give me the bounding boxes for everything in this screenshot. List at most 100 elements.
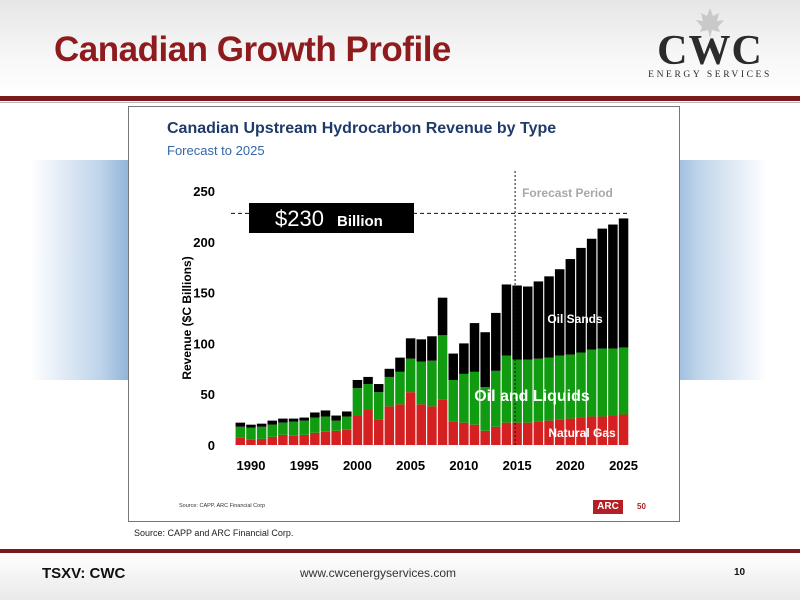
bar-segment xyxy=(320,416,331,432)
bar-segment xyxy=(395,404,405,445)
bar-segment xyxy=(576,417,586,445)
bar-segment xyxy=(618,414,629,445)
bar-segment xyxy=(384,368,395,377)
bar-segment xyxy=(395,371,405,405)
bar-segment xyxy=(597,416,608,445)
oil-and-liquids-label: Oil and Liquids xyxy=(474,388,590,405)
header-band xyxy=(0,0,800,96)
bar-segment xyxy=(331,415,341,421)
bar-segment xyxy=(512,359,522,423)
x-tick-label: 2010 xyxy=(449,458,478,473)
x-tick-label: 2020 xyxy=(556,458,585,473)
x-tick-label: 1995 xyxy=(290,458,319,473)
bar-segment xyxy=(512,422,522,445)
bar-segment xyxy=(427,360,437,407)
bar-segment xyxy=(448,379,458,422)
website-url[interactable]: www.cwcenergyservices.com xyxy=(300,566,457,580)
bar-segment xyxy=(565,259,576,355)
bar-segment xyxy=(469,371,480,425)
bar-segment xyxy=(373,384,384,393)
bar-segment xyxy=(533,358,544,422)
decorative-side-image-left xyxy=(30,160,130,380)
bar-segment xyxy=(469,424,480,445)
bar-segment xyxy=(246,439,256,445)
bar-segment xyxy=(405,358,416,393)
footer-band xyxy=(0,553,800,600)
oil-sands-label: Oil Sands xyxy=(547,312,603,326)
bar-segment xyxy=(469,323,480,372)
bar-segment xyxy=(459,422,469,445)
decorative-side-image-right xyxy=(668,160,768,380)
chart-plot: 0 50 100 150 200 250 1990 1995 2000 2005 2010 2015 2… xyxy=(180,171,638,473)
bar-segment xyxy=(267,420,278,425)
bar-segment xyxy=(405,392,416,445)
bar-segment xyxy=(256,426,267,439)
bar-segment xyxy=(554,269,565,356)
bar-segment xyxy=(235,437,246,445)
bar-segment xyxy=(565,354,576,419)
y-tick-label: 150 xyxy=(193,286,215,301)
header-rule xyxy=(0,96,800,101)
bar-segment xyxy=(565,418,576,445)
footer-rule xyxy=(0,549,800,553)
bar-segment xyxy=(554,419,565,445)
y-tick-label: 200 xyxy=(193,235,215,250)
y-axis-label: Revenue ($C Billions) xyxy=(180,256,194,379)
bar-segment xyxy=(522,359,533,423)
bar-segment xyxy=(256,423,267,427)
bar-segment xyxy=(363,384,373,410)
x-tick-label: 2025 xyxy=(609,458,638,473)
bar-segment xyxy=(342,429,352,445)
bar-segment xyxy=(576,247,586,353)
callout-box xyxy=(249,203,414,233)
bar-segment xyxy=(416,404,427,445)
slide-title: Canadian Growth Profile xyxy=(54,30,451,69)
bar-segment xyxy=(299,434,309,445)
bar-segment xyxy=(597,228,608,349)
bar-segment xyxy=(522,422,533,445)
bar-segment xyxy=(395,357,405,372)
bar-segment xyxy=(459,343,469,374)
bar-segment xyxy=(491,426,501,445)
bar-segment xyxy=(522,286,533,360)
bar-segment xyxy=(331,420,341,431)
bar-segment xyxy=(437,297,448,336)
bar-segment xyxy=(427,336,437,361)
bar-segment xyxy=(267,436,278,445)
bar-segment xyxy=(533,421,544,445)
bar-segment xyxy=(384,406,395,445)
bar-segment xyxy=(491,370,501,427)
header-rule-thin xyxy=(0,102,800,103)
page-number: 10 xyxy=(734,567,746,578)
bar-segment xyxy=(278,418,288,423)
bar-segment xyxy=(533,281,544,359)
bar-segment xyxy=(342,411,352,417)
bar-segment xyxy=(373,392,384,420)
bar-segment xyxy=(618,218,629,348)
callout-unit: Billion xyxy=(337,213,383,230)
x-tick-label: 2000 xyxy=(343,458,372,473)
bar-segment xyxy=(437,399,448,445)
maple-leaf-icon xyxy=(696,8,724,38)
bar-segment xyxy=(288,421,299,436)
chart-page-number: 50 xyxy=(637,502,646,511)
bar-segment xyxy=(608,415,618,445)
bar-segment xyxy=(501,422,512,445)
bar-segment xyxy=(416,361,427,405)
x-tick-label: 2015 xyxy=(503,458,532,473)
bar-segment xyxy=(256,438,267,445)
bar-segment xyxy=(310,432,320,445)
bar-segment xyxy=(278,422,288,435)
bar-segment xyxy=(576,352,586,418)
x-tick-label: 1990 xyxy=(237,458,266,473)
bar-segment xyxy=(501,284,512,356)
bar-segment xyxy=(352,388,363,416)
bar-segment xyxy=(480,387,490,431)
bar-segment xyxy=(342,416,352,430)
bar-segment xyxy=(331,430,341,445)
bar-segment xyxy=(491,312,501,371)
bar-segment xyxy=(586,238,597,350)
bar-segment xyxy=(512,285,522,360)
bar-segment xyxy=(544,357,554,421)
bar-segment xyxy=(597,348,608,417)
